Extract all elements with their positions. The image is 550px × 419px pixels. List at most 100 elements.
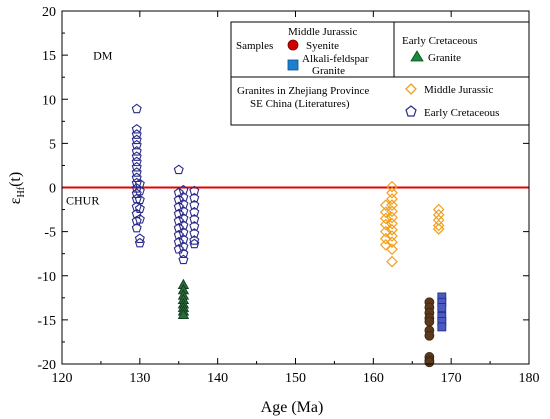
y-axis-label-sub: Hf (16, 186, 27, 197)
legend-lit-mj-marker (405, 83, 417, 95)
x-tick-label: 120 (52, 371, 73, 386)
early-cretaceous-point (189, 213, 200, 224)
middle-jurassic-point (386, 230, 398, 242)
early-cretaceous-point (189, 221, 200, 231)
x-tick-label: 160 (363, 371, 384, 386)
syenite-point (424, 357, 435, 368)
early-cretaceous-point (131, 151, 142, 161)
y-tick-label: 20 (42, 5, 56, 20)
y-axis-label: εHf(t) (7, 172, 27, 204)
early-cretaceous-point (134, 178, 145, 189)
legend-alkali-label-1: Alkali-feldspar (302, 53, 369, 65)
middle-jurassic-point (386, 255, 398, 268)
early-cretaceous-point (178, 198, 189, 209)
y-tick-label: 0 (49, 182, 56, 197)
middle-jurassic-point (386, 211, 398, 224)
middle-jurassic-point (379, 212, 392, 225)
granite-point (177, 308, 190, 319)
legend-samples-title: Samples (236, 40, 273, 52)
legend-granite-marker (410, 50, 424, 62)
early-cretaceous-point (178, 184, 189, 195)
early-cretaceous-point (178, 254, 189, 265)
middle-jurassic-point (386, 205, 398, 218)
middle-jurassic-point (386, 186, 398, 199)
early-cretaceous-point (131, 215, 142, 226)
alkali-feldspar-granite-point (437, 303, 447, 312)
legend-lit-mj-label: Middle Jurassic (424, 84, 493, 96)
legend-middle-jurassic-title: Middle Jurassic (288, 26, 357, 38)
y-tick-label: -10 (37, 270, 56, 285)
syenite-point (424, 316, 435, 327)
y-tick-label: -15 (37, 314, 56, 329)
early-cretaceous-point (134, 233, 145, 243)
legend-box (230, 21, 530, 126)
y-tick-label: -20 (37, 358, 56, 373)
early-cretaceous-point (134, 237, 145, 248)
early-cretaceous-point (178, 227, 189, 237)
early-cretaceous-point (178, 213, 189, 223)
early-cretaceous-point (131, 222, 142, 233)
early-cretaceous-point (134, 203, 145, 213)
legend-lit-ec-label: Early Cretaceous (424, 107, 499, 119)
early-cretaceous-point (178, 191, 189, 202)
chur-label: CHUR (66, 194, 99, 208)
legend-syenite-marker (287, 39, 299, 51)
x-tick-label: 140 (207, 371, 228, 386)
middle-jurassic-point (432, 219, 445, 232)
y-axis-label-text: εHf(t) (7, 172, 27, 204)
early-cretaceous-point (131, 139, 142, 150)
early-cretaceous-point (131, 161, 142, 172)
middle-jurassic-point (386, 236, 398, 249)
y-tick-label: 10 (42, 93, 56, 108)
x-tick-label: 170 (441, 371, 462, 386)
x-axis-label: Age (Ma) (261, 399, 324, 416)
early-cretaceous-point (189, 192, 200, 203)
early-cretaceous-point (131, 123, 142, 134)
plot-frame (61, 10, 530, 365)
early-cretaceous-point (131, 146, 142, 156)
y-axis-label-main: ε (7, 197, 24, 204)
y-axis-label-tail: (t) (7, 172, 24, 187)
axis-tick-labels: 120 130 140 150 160 170 180 -20 -15 -10 -5 0 5 10 15 20 (37, 5, 539, 386)
early-cretaceous-point (189, 238, 200, 249)
early-cretaceous-point (189, 185, 200, 196)
middle-jurassic-point (432, 223, 445, 235)
middle-jurassic-point (386, 199, 398, 211)
data-points (131, 103, 447, 368)
legend-granite-label: Granite (428, 52, 461, 64)
middle-jurassic-point (386, 193, 398, 205)
legend-early-cretaceous-title: Early Cretaceous (402, 35, 477, 47)
alkali-feldspar-granite-point (437, 322, 447, 332)
early-cretaceous-point (178, 241, 189, 251)
early-cretaceous-point (131, 156, 142, 167)
legend-literature-line-1: Granites in Zhejiang Province (237, 85, 369, 97)
middle-jurassic-point (379, 239, 392, 251)
legend-literature-line-2: SE China (Literatures) (250, 98, 350, 110)
middle-jurassic-point (386, 243, 398, 256)
y-tick-label: -5 (44, 226, 56, 241)
middle-jurassic-point (379, 225, 392, 238)
early-cretaceous-point (134, 213, 145, 224)
early-cretaceous-point (189, 206, 200, 217)
middle-jurassic-point (386, 217, 398, 230)
early-cretaceous-point (178, 234, 189, 244)
legend-alkali-label-2: Granite (312, 65, 345, 77)
middle-jurassic-point (386, 224, 398, 236)
middle-jurassic-point (379, 232, 392, 245)
y-tick-label: 15 (42, 49, 56, 64)
legend-syenite-label: Syenite (306, 40, 339, 52)
middle-jurassic-point (386, 180, 398, 193)
y-tick-label: 5 (49, 137, 56, 152)
early-cretaceous-point (189, 235, 200, 245)
legend-lit-ec-marker (405, 105, 417, 117)
syenite-point (424, 330, 435, 341)
early-cretaceous-point (131, 167, 142, 177)
legend-alkali-granite-marker (287, 59, 299, 71)
x-tick-label: 130 (129, 371, 150, 386)
early-cretaceous-point (178, 206, 189, 216)
early-cretaceous-point (178, 220, 189, 230)
early-cretaceous-point (131, 134, 142, 145)
early-cretaceous-point (178, 248, 189, 258)
early-cretaceous-point (189, 199, 200, 210)
